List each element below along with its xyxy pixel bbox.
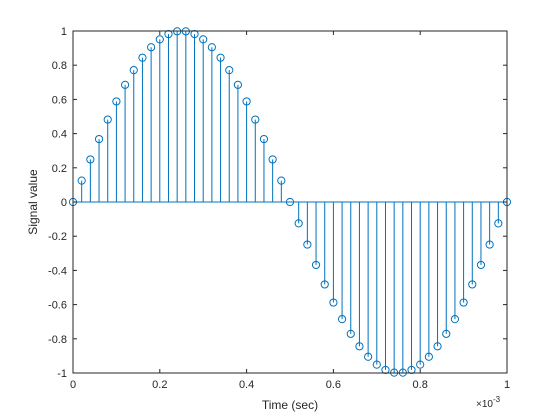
stem-lines [73, 31, 507, 373]
stem-marker [294, 219, 303, 228]
stem-marker [416, 360, 425, 369]
stem-marker [346, 329, 355, 338]
x-axis-label: Time (sec) [262, 398, 318, 412]
stem-marker [147, 43, 156, 52]
stem-marker [199, 35, 208, 44]
y-axis-label: Signal value [26, 169, 40, 235]
stem-marker [277, 176, 286, 185]
stem-marker [468, 280, 477, 289]
stem-marker [242, 97, 251, 106]
y-tick-label: 0.4 [52, 129, 67, 141]
stem-marker [355, 342, 364, 351]
stem-marker [216, 53, 225, 62]
stem-marker [190, 29, 199, 39]
y-tick-label: 0.6 [52, 94, 67, 106]
stem-marker [442, 329, 451, 338]
stem-marker [364, 352, 373, 361]
x-exponent-label: ×10-3 [476, 395, 501, 410]
y-tick-label: -0.4 [48, 265, 67, 277]
stem-markers [68, 27, 512, 377]
x-tick-label: 0.2 [152, 379, 167, 391]
stem-marker [94, 134, 104, 144]
stem-marker [251, 115, 260, 124]
y-tick-label: -0.6 [48, 300, 67, 312]
stem-marker [372, 360, 381, 369]
stem-marker [433, 342, 442, 351]
y-tick-label: 0.8 [52, 60, 67, 72]
stem-marker [424, 352, 433, 361]
stem-marker [485, 240, 494, 249]
stem-marker [112, 97, 121, 106]
stem-marker [86, 155, 95, 164]
y-tick-label: -1 [57, 368, 67, 380]
x-tick-label: 1 [504, 379, 510, 391]
stem-marker [207, 43, 216, 52]
stem-marker [164, 29, 173, 39]
stem-marker [225, 66, 234, 75]
x-ticks: 0 0.2 0.4 0.6 0.8 1 [70, 31, 510, 391]
stem-marker [337, 315, 347, 324]
stem-marker [120, 80, 130, 89]
stem-marker [103, 115, 112, 124]
stem-marker [285, 197, 295, 207]
stem-marker [268, 155, 277, 164]
stem-marker [129, 66, 138, 75]
stem-marker [303, 240, 312, 249]
stem-marker [450, 315, 460, 324]
y-tick-label: 0.2 [52, 163, 67, 175]
x-exponent-base: ×10 [476, 399, 493, 410]
y-ticks: -1 -0.8 -0.6 -0.4 -0.2 0 0.2 0.4 0.6 0.8 1 [48, 26, 507, 380]
stem-marker [381, 365, 390, 375]
x-tick-label: 0.4 [239, 379, 254, 391]
stem-marker [155, 35, 164, 44]
y-tick-label: -0.2 [48, 231, 67, 243]
y-tick-label: 0 [61, 197, 67, 209]
stem-marker [311, 260, 321, 270]
stem-marker [329, 298, 338, 307]
x-tick-label: 0.6 [326, 379, 341, 391]
stem-marker [476, 260, 486, 270]
stem-marker [259, 134, 269, 144]
stem-marker [459, 298, 468, 307]
stem-marker [138, 53, 147, 62]
x-tick-label: 0 [70, 379, 76, 391]
stem-marker [407, 365, 416, 375]
stem-marker [77, 176, 86, 185]
stem-marker [233, 80, 243, 89]
y-tick-label: 1 [61, 26, 67, 38]
x-exponent-power: -3 [493, 395, 501, 404]
y-tick-label: -0.8 [48, 334, 67, 346]
stem-marker [494, 219, 503, 228]
stem-marker [320, 280, 329, 289]
x-tick-label: 0.8 [413, 379, 428, 391]
